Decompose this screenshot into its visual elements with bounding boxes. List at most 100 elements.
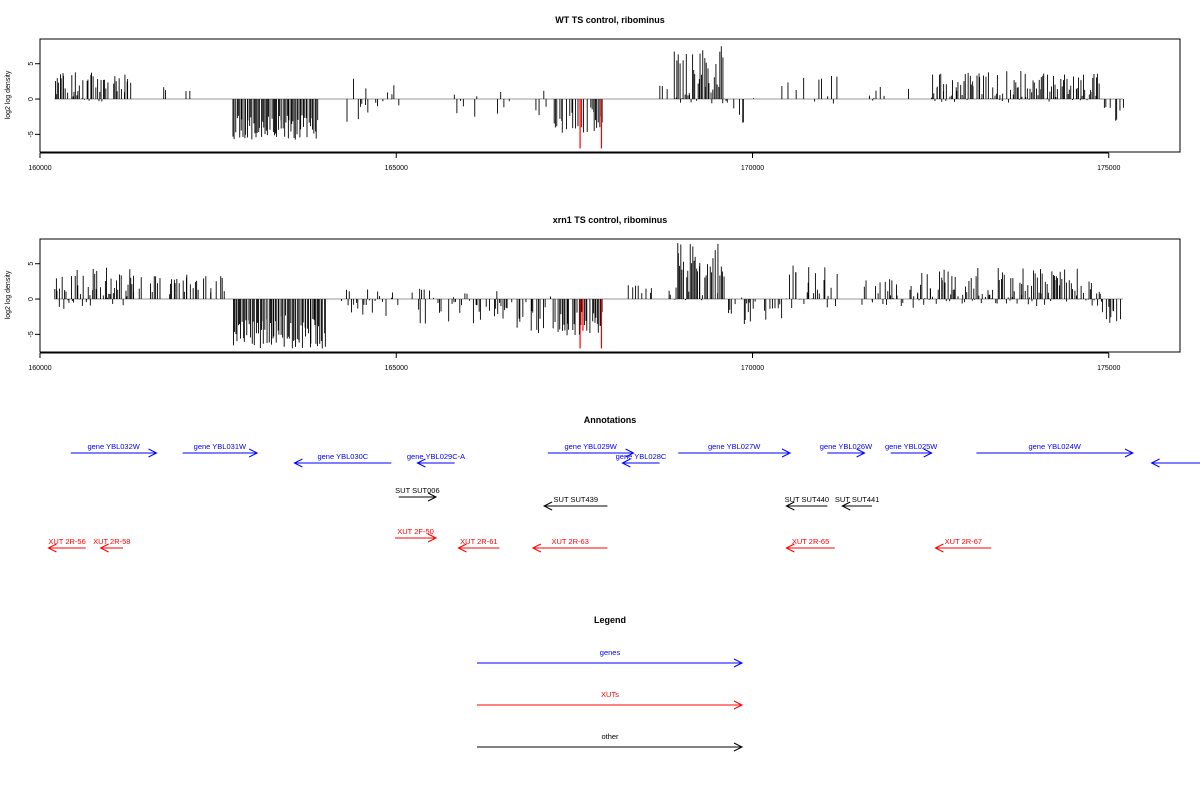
arrow-head <box>785 543 795 553</box>
annotation-tracks: gene YBL032W gene YBL031W gene YBL030C gene… <box>47 442 1200 553</box>
annotation-label: gene YBL030C <box>317 452 368 461</box>
arrow-head <box>416 458 426 468</box>
annotation-label: gene YBL031W <box>194 442 247 451</box>
annotation-feature: SUT SUT440 <box>785 495 829 511</box>
arrow-head <box>625 448 635 458</box>
annotation-label: XUT 2R-65 <box>792 537 829 546</box>
x-tick-label: 160000 <box>28 165 51 172</box>
panel-xrn1: xrn1 TS control, ribominus log2 log dens… <box>5 215 1181 372</box>
annotation-feature: XUT 2R-56 <box>47 537 86 553</box>
y-tick-label: 5 <box>28 262 35 266</box>
annotation-label: XUT 2R-61 <box>460 537 497 546</box>
arrow-head <box>1150 458 1160 468</box>
arrow-head <box>427 533 438 543</box>
annotation-feature: XUT 2R-61 <box>457 537 500 553</box>
annotation-label: gene YBL032W <box>87 442 140 451</box>
annotation-label: XUT 2R-58 <box>93 537 130 546</box>
annotation-label: gene YBL024W <box>1028 442 1081 451</box>
annotation-label: SUT SUT439 <box>554 495 598 504</box>
arrow-head <box>733 658 744 668</box>
x-tick-label: 165000 <box>385 165 408 172</box>
legend-entry: XUTs <box>477 690 744 710</box>
arrow-head <box>99 543 109 553</box>
arrow-head <box>841 501 851 511</box>
annotation-feature: gene YBL031W <box>182 442 259 458</box>
arrow-head <box>923 448 933 458</box>
x-tick-label: 165000 <box>385 365 408 372</box>
arrow-head <box>148 448 158 458</box>
plot-frame <box>39 238 1181 353</box>
y-tick-label: 0 <box>28 97 35 101</box>
legend-entries: genes XUTs other <box>477 648 744 752</box>
legend-title: Legend <box>594 615 626 625</box>
annotation-feature: XUT 2R-67 <box>934 537 992 553</box>
annotation-feature: gene YBL028C <box>616 452 667 468</box>
legend-label: XUTs <box>601 690 619 699</box>
annotation-label: SUT SUT440 <box>785 495 829 504</box>
annotation-feature: XUT 2R-58 <box>93 537 130 553</box>
annotation-feature: XUT 2R-65 <box>785 537 835 553</box>
annotation-feature <box>1150 458 1200 468</box>
legend-panel: Legend genes XUTs other <box>477 615 744 752</box>
arrow-head <box>248 448 259 458</box>
arrow-head <box>781 448 792 458</box>
legend-label: genes <box>600 648 621 657</box>
annotation-label: gene YBL025W <box>885 442 938 451</box>
arrow-head <box>934 543 944 553</box>
annotation-feature: XUT 2R-63 <box>531 537 608 553</box>
y-tick-label: -5 <box>28 331 35 337</box>
arrow-head <box>733 700 744 710</box>
annotation-feature: gene YBL030C <box>293 452 392 468</box>
x-tick-label: 175000 <box>1097 165 1120 172</box>
annotation-feature: gene YBL027W <box>678 442 792 458</box>
annotation-feature: gene YBL024W <box>976 442 1135 458</box>
annotation-feature: XUT 2F-50 <box>395 527 438 543</box>
legend-entry: genes <box>477 648 744 668</box>
arrow-head <box>621 458 631 468</box>
y-tick-label: 5 <box>28 62 35 66</box>
annotation-feature: gene YBL029W <box>547 442 635 458</box>
annotation-feature: SUT SUT439 <box>542 495 608 511</box>
y-axis-label: log2 log density <box>5 70 12 119</box>
plot-frame <box>39 38 1181 153</box>
annotation-feature: SUT SUT441 <box>835 495 879 511</box>
annotation-label: XUT 2R-67 <box>945 537 982 546</box>
y-tick-label: 0 <box>28 297 35 301</box>
annotations-title: Annotations <box>584 415 637 425</box>
legend-entry: other <box>477 732 744 752</box>
annotation-label: gene YBL028C <box>616 452 667 461</box>
annotation-feature: gene YBL029C-A <box>407 452 465 468</box>
annotation-label: XUT 2R-56 <box>48 537 85 546</box>
arrow-head <box>733 742 744 752</box>
axes: -5 0 5 160000 165000 170000 175000 <box>28 62 1121 172</box>
annotation-feature: SUT SUT006 <box>395 486 440 502</box>
arrow-head <box>427 492 438 502</box>
arrow-head <box>47 543 57 553</box>
y-axis-label: log2 log density <box>5 270 12 319</box>
x-tick-label: 170000 <box>741 365 764 372</box>
panel-wt: WT TS control, ribominus log2 log densit… <box>5 15 1181 172</box>
annotation-feature: gene YBL026W <box>820 442 873 458</box>
annotation-label: gene YBL027W <box>708 442 761 451</box>
annotation-label: XUT 2R-63 <box>551 537 588 546</box>
bar-group <box>54 46 1124 149</box>
y-tick-label: -5 <box>28 131 35 137</box>
panel-title: WT TS control, ribominus <box>555 15 665 25</box>
annotation-label: gene YBL026W <box>820 442 873 451</box>
annotation-label: XUT 2F-50 <box>397 527 434 536</box>
arrow-head <box>785 501 795 511</box>
annotation-feature: gene YBL025W <box>885 442 938 458</box>
x-tick-label: 160000 <box>28 365 51 372</box>
panel-title: xrn1 TS control, ribominus <box>553 215 668 225</box>
x-tick-label: 175000 <box>1097 365 1120 372</box>
arrow-head <box>293 458 303 468</box>
annotation-label: gene YBL029W <box>564 442 617 451</box>
bar-group <box>54 243 1123 349</box>
arrow-head <box>542 501 553 511</box>
arrow-head <box>1124 448 1135 458</box>
annotation-label: SUT SUT006 <box>395 486 439 495</box>
annotation-label: SUT SUT441 <box>835 495 879 504</box>
annotation-feature: gene YBL032W <box>70 442 158 458</box>
annotation-label: gene YBL029C-A <box>407 452 465 461</box>
